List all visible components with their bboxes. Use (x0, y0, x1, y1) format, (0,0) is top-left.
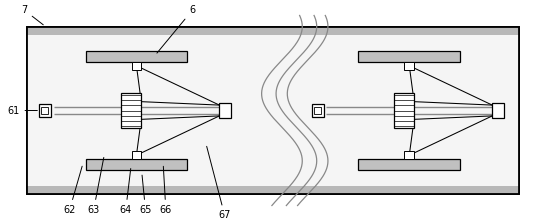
Text: 6: 6 (157, 5, 196, 53)
Text: 67: 67 (207, 146, 231, 221)
Text: 63: 63 (88, 157, 104, 215)
Bar (358, 159, 460, 170)
Bar (27, 27, 519, 35)
Text: 64: 64 (120, 168, 132, 215)
Bar (404, 151, 414, 159)
Text: 65: 65 (139, 175, 152, 215)
Bar (27, 27, 519, 194)
Bar (312, 104, 324, 117)
Bar (39, 104, 51, 117)
Bar (219, 103, 231, 118)
Bar (41, 107, 49, 114)
Bar (404, 62, 414, 70)
Bar (358, 51, 460, 62)
Text: 62: 62 (63, 166, 82, 215)
Bar (27, 27, 519, 194)
Bar (132, 151, 141, 159)
Bar (121, 93, 141, 128)
Bar (492, 103, 504, 118)
Text: 66: 66 (160, 166, 172, 215)
Bar (314, 107, 322, 114)
Text: 7: 7 (21, 5, 43, 25)
Bar (86, 51, 187, 62)
Bar (27, 35, 519, 186)
Bar (394, 93, 414, 128)
Text: 61: 61 (7, 105, 37, 116)
Bar (86, 159, 187, 170)
Bar (27, 186, 519, 194)
Bar (132, 62, 141, 70)
